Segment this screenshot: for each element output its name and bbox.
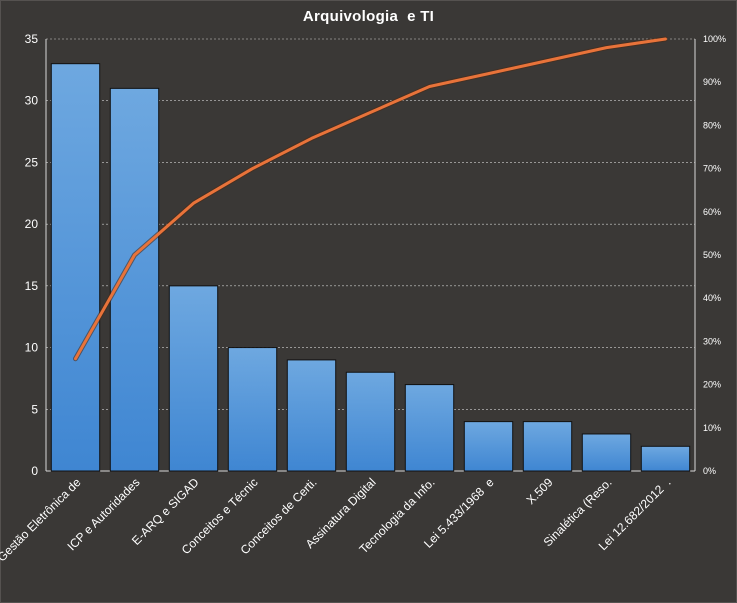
bar [345,371,396,472]
secondary-y-axis-ticks: 0% 10% 20% 30% 40% 50% 60% 70% 80% 90% 100% [703,34,726,476]
bar [581,433,632,472]
bar [168,285,219,472]
y-tick-label: 0 [31,464,38,478]
y2-tick-label: 70% [703,164,721,174]
y-tick-label: 25 [25,155,39,169]
y2-tick-label: 20% [703,380,721,390]
y2-tick-label: 10% [703,423,721,433]
y2-tick-label: 100% [703,34,726,44]
y-axis-ticks: 0 5 10 15 20 25 30 35 [25,32,39,478]
y2-tick-label: 50% [703,250,721,260]
y2-tick-label: 0% [703,466,716,476]
bar [404,384,455,472]
bar [286,359,337,472]
bar [463,421,514,472]
bar [522,421,573,472]
y-tick-label: 35 [25,32,39,46]
chart-title: Arquivologia e TI [302,8,435,25]
y-tick-label: 5 [31,402,38,416]
y2-tick-label: 90% [703,77,721,87]
bar [640,445,691,472]
bar [109,87,160,472]
x-tick-label: X.509 [524,475,556,507]
cumulative-line-shadow [73,36,668,362]
cumulative-line [74,37,667,361]
y-tick-label: 20 [25,217,39,231]
y2-tick-label: 60% [703,207,721,217]
bar [50,63,101,472]
y-tick-label: 10 [25,341,39,355]
y-tick-label: 30 [25,94,39,108]
y2-tick-label: 40% [703,293,721,303]
y2-tick-label: 80% [703,120,721,130]
bar [227,347,278,472]
y-tick-label: 15 [25,279,39,293]
bar-series [50,63,691,472]
cumulative-line-series [73,36,668,362]
y2-tick-label: 30% [703,336,721,346]
